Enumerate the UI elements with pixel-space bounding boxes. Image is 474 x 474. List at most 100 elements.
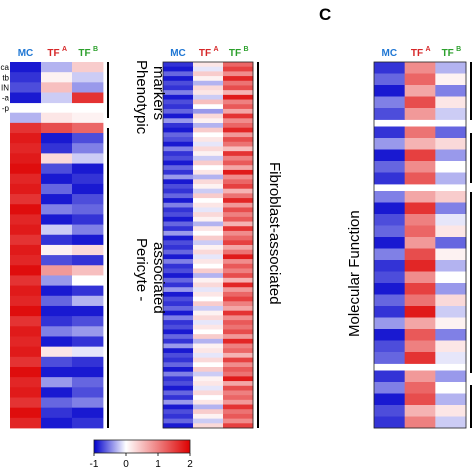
column-headers: MC TF A TF B MC TF A TF B MC TF A TF B xyxy=(18,46,462,59)
heatmap-cell xyxy=(163,240,194,246)
column-header-superscript: A xyxy=(62,46,67,53)
heatmap-cell xyxy=(10,234,42,246)
heatmap-cell xyxy=(163,202,194,208)
heatmap-cell xyxy=(163,315,194,321)
heatmap-cell xyxy=(41,305,73,317)
heatmap-cell xyxy=(435,149,467,162)
heatmap-cell xyxy=(41,316,73,327)
heatmap-cell xyxy=(223,268,254,274)
heatmap-cell xyxy=(404,248,436,261)
heatmap-cell xyxy=(435,225,467,238)
heatmap-cell xyxy=(223,352,254,359)
row-label: -a xyxy=(2,94,10,103)
heatmap-cell xyxy=(223,409,254,415)
heatmap-cell xyxy=(374,248,406,261)
heatmap-cell xyxy=(193,418,224,424)
heatmap-cell xyxy=(41,204,73,215)
heatmap-cell xyxy=(163,221,194,227)
heatmap-cell xyxy=(41,366,73,378)
heatmap-cell xyxy=(223,165,254,171)
heatmap-cell xyxy=(193,127,224,133)
heatmap-cell xyxy=(223,76,254,82)
heatmap-cell xyxy=(435,416,467,429)
heatmap-cell xyxy=(163,352,194,359)
heatmap-cell xyxy=(223,254,254,260)
heatmap-cell xyxy=(374,329,406,341)
heatmap-cell xyxy=(41,377,73,388)
heatmap-cell xyxy=(193,216,224,222)
heatmap-cell xyxy=(374,294,406,307)
heatmap-cell xyxy=(435,214,467,226)
heatmap-cell xyxy=(223,240,254,246)
heatmap-cell xyxy=(404,260,436,272)
heatmap-cell xyxy=(163,155,194,161)
heatmap-cell xyxy=(435,317,467,330)
heatmap-cell xyxy=(72,224,104,236)
heatmap-cell xyxy=(193,221,224,227)
heatmap-cell xyxy=(223,226,254,232)
heatmap-cell xyxy=(435,161,467,173)
heatmap-cell xyxy=(10,275,42,286)
heatmap-cell xyxy=(223,273,254,279)
heatmap-cell xyxy=(41,112,73,124)
heatmap-cell xyxy=(223,146,254,152)
heatmap-cell xyxy=(163,291,194,298)
heatmap-cell xyxy=(72,336,104,348)
heatmap-cell xyxy=(10,214,42,225)
heatmap-cell xyxy=(435,393,467,406)
heatmap-cell xyxy=(193,188,224,194)
heatmap-cell xyxy=(404,271,436,284)
heatmap-cell xyxy=(163,338,194,344)
heatmap-cell xyxy=(193,282,224,288)
heatmap-cell xyxy=(10,133,42,144)
heatmap-cell xyxy=(163,409,194,415)
heatmap-cell xyxy=(163,108,194,115)
heatmap-cell xyxy=(223,245,254,251)
heatmap-cell xyxy=(193,352,224,359)
heatmap-cell xyxy=(72,173,104,185)
heatmap-cell xyxy=(193,413,224,420)
heatmap-border xyxy=(373,61,467,429)
heatmap-cell xyxy=(41,417,73,429)
heatmap-cell xyxy=(163,268,194,274)
heatmap-cell xyxy=(72,244,104,256)
heatmap-cell xyxy=(374,73,406,86)
heatmap-cell xyxy=(193,151,224,157)
heatmap-cell xyxy=(193,310,224,316)
heatmap-cell xyxy=(193,202,224,208)
heatmap-cell xyxy=(41,285,73,297)
heatmap-cell xyxy=(435,172,467,185)
heatmap-cell xyxy=(435,271,467,284)
heatmap-cell xyxy=(163,151,194,157)
heatmap-cell xyxy=(41,82,73,93)
heatmap-panel-right xyxy=(373,61,467,429)
heatmap-cell xyxy=(193,376,224,382)
heatmap-cell xyxy=(10,244,42,256)
heatmap-cell xyxy=(10,82,42,93)
column-header: TF xyxy=(78,48,90,59)
heatmap-cell xyxy=(72,163,104,175)
heatmap-cell xyxy=(41,92,73,104)
heatmap-cell xyxy=(72,356,104,368)
heatmap-cell xyxy=(163,76,194,82)
heatmap-cell xyxy=(223,137,254,143)
heatmap-cell xyxy=(72,194,104,205)
heatmap-cell xyxy=(374,172,406,185)
heatmap-cell xyxy=(10,295,42,307)
heatmap-cell xyxy=(193,301,224,307)
heatmap-cell xyxy=(163,226,194,232)
heatmap-cell xyxy=(163,174,194,180)
heatmap-cell xyxy=(193,249,224,255)
heatmap-cell xyxy=(193,306,224,312)
heatmap-cell xyxy=(374,225,406,238)
heatmap-cell xyxy=(163,296,194,302)
heatmap-cell xyxy=(223,282,254,288)
heatmap-cell xyxy=(223,348,254,354)
heatmap-cell xyxy=(374,96,406,109)
heatmap-cell xyxy=(193,132,224,138)
heatmap-cell xyxy=(435,306,467,318)
column-header-superscript: B xyxy=(93,46,98,53)
heatmap-cell xyxy=(223,85,254,91)
